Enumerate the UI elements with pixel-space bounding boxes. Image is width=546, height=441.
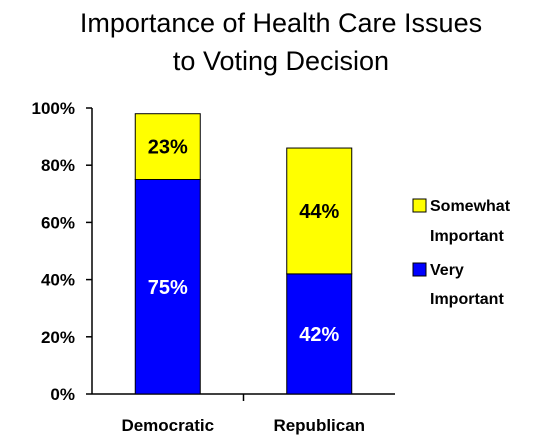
legend-label-very-line-1: Very [430, 262, 464, 279]
y-tick-label: 20% [41, 328, 75, 347]
x-category-label: Republican [273, 416, 365, 435]
data-label: 75% [148, 277, 188, 299]
bar-segment [286, 147, 353, 275]
legend-label-very-line-2: Important [430, 291, 504, 308]
chart-title-line-2: to Voting Decision [173, 46, 389, 76]
x-category-label: Democratic [121, 416, 214, 435]
legend-swatch-somewhat-important [412, 198, 427, 213]
y-tick-label: 60% [41, 213, 75, 232]
legend: Somewhat Important Very Important [412, 198, 511, 308]
data-label: 23% [148, 137, 188, 159]
y-tick-label: 100% [32, 99, 75, 118]
y-tick-label: 40% [41, 271, 75, 290]
data-label: 44% [299, 201, 339, 223]
plot-area: 0% 20% 40% 60% 80% 100% 75% 23% Democratic 42% 44%… [32, 99, 395, 435]
chart-title: Importance of Health Care Issues to Voti… [80, 8, 482, 76]
data-label: 42% [299, 324, 339, 346]
y-tick-label: 80% [41, 156, 75, 175]
legend-label-somewhat-line-1: Somewhat [430, 198, 511, 215]
bar-segment [134, 113, 201, 180]
legend-swatch-very-important [412, 262, 427, 277]
y-tick-label: 0% [50, 385, 75, 404]
bar-segment [286, 273, 353, 395]
legend-label-somewhat-line-2: Important [430, 228, 504, 245]
chart-title-line-1: Importance of Health Care Issues [80, 8, 482, 38]
bar-segment [134, 179, 201, 395]
